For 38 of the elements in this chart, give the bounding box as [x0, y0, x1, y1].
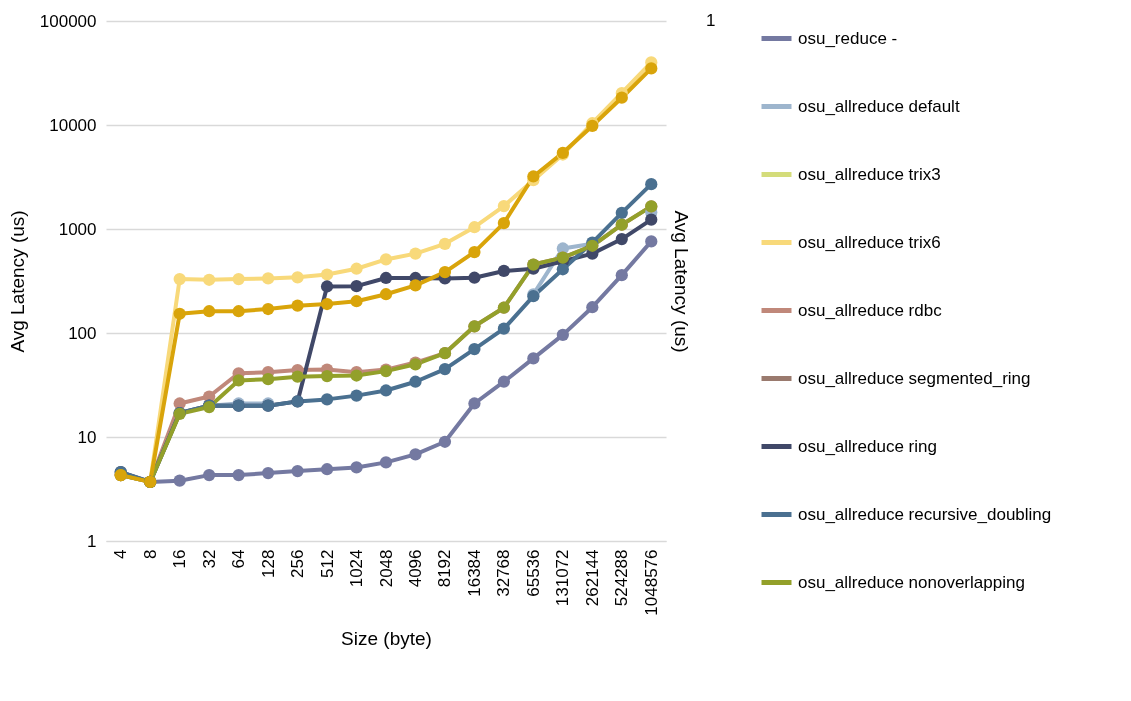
x-tick-label: 65536 [523, 549, 543, 597]
x-tick-label: 8192 [435, 549, 455, 588]
x-tick-label: 64 [229, 549, 249, 569]
text: 1 [706, 11, 716, 30]
x-tick-label: 16 [170, 549, 190, 569]
y-tick-label: 1000 [58, 219, 97, 239]
y-tick-label: 10 [77, 427, 97, 447]
x-tick-label: 32768 [494, 549, 514, 597]
y2-axis-title: Avg Latency (us) [670, 210, 692, 353]
legend-label: osu_allreduce default [798, 96, 960, 116]
legend-label: osu_reduce - [798, 28, 898, 48]
y-tick-label: 10000 [49, 115, 97, 135]
x-tick-label: 2048 [376, 549, 396, 588]
x-tick-label: 4 [111, 549, 131, 559]
x-tick-label: 524288 [612, 549, 632, 607]
y-tick-label: 100 [68, 323, 97, 343]
x-tick-label: 1024 [347, 549, 367, 588]
y-tick-label: 100000 [39, 11, 97, 31]
legend-label: osu_allreduce nonoverlapping [798, 572, 1025, 592]
x-tick-label: 32 [199, 549, 219, 569]
x-tick-label: 262144 [582, 549, 602, 607]
x-tick-label: 16384 [464, 549, 484, 597]
legend-label: osu_allreduce trix6 [798, 232, 941, 252]
x-tick-label: 131072 [553, 549, 573, 607]
x-tick-label: 1048576 [641, 549, 661, 616]
x-axis-title: Size (byte) [341, 627, 432, 649]
y-tick-label: 1 [87, 531, 97, 551]
legend-label: osu_allreduce rdbc [798, 300, 943, 320]
legend-label: osu_allreduce trix3 [798, 164, 941, 184]
x-tick-label: 256 [288, 549, 308, 578]
legend-label: osu_allreduce recursive_doubling [798, 504, 1052, 524]
x-tick-label: 8 [140, 549, 160, 559]
legend-label: osu_allreduce ring [798, 436, 937, 456]
x-tick-label: 128 [258, 549, 278, 578]
x-tick-label: 4096 [405, 549, 425, 588]
legend-label: osu_allreduce segmented_ring [798, 368, 1031, 388]
x-tick-label: 512 [317, 549, 337, 578]
y-axis-title: Avg Latency (us) [6, 210, 28, 353]
